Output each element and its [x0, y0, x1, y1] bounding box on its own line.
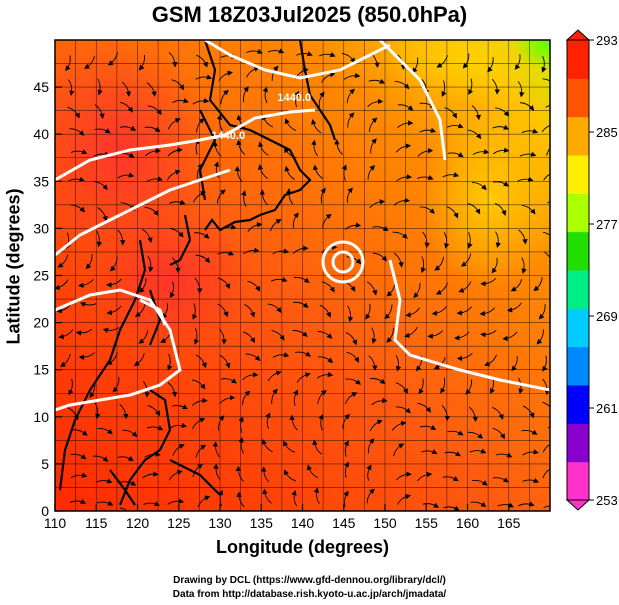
x-tick-label: 110 [44, 515, 67, 531]
x-tick-label: 165 [497, 515, 521, 531]
x-tick-label: 160 [456, 515, 480, 531]
colorbar-swatch [567, 423, 589, 463]
contour-label: 1440.0 [277, 92, 311, 104]
y-axis-label: Latitude (degrees) [3, 188, 24, 345]
colorbar-tick-label: 261 [596, 401, 618, 416]
contour-labels: 1440.0 1440.0 [211, 92, 311, 142]
colorbar-tick-label: 253 [596, 493, 618, 508]
y-tick-label: 5 [41, 456, 49, 472]
colorbar: 253 261 269 277 285 293 [565, 29, 618, 511]
y-tick-label: 30 [33, 220, 49, 236]
x-tick-label: 145 [332, 515, 356, 531]
x-tick-label: 140 [291, 515, 315, 531]
y-tick-label: 15 [33, 362, 49, 378]
y-tick-label: 35 [33, 173, 49, 189]
x-tick-label: 120 [126, 515, 150, 531]
colorbar-swatch [567, 78, 589, 118]
y-tick-label: 20 [33, 315, 49, 331]
x-tick-label: 155 [415, 515, 439, 531]
x-tick-label: 135 [250, 515, 274, 531]
colorbar-swatch [567, 231, 589, 271]
coastlines [58, 40, 337, 506]
colorbar-swatch [567, 40, 589, 79]
x-tick-label: 130 [208, 515, 232, 531]
y-tick-label: 40 [33, 126, 49, 142]
y-tick-label: 0 [41, 503, 49, 519]
x-axis-ticks: 110 115 120 125 130 135 140 145 150 155 160 165 [44, 504, 521, 531]
x-tick-label: 150 [373, 515, 397, 531]
colorbar-tick-label: 277 [596, 217, 618, 232]
colorbar-swatch [567, 193, 589, 233]
x-tick-label: 125 [167, 515, 191, 531]
y-tick-label: 25 [33, 268, 49, 284]
temperature-field: 1440.0 1440.0 [55, 40, 550, 511]
colorbar-swatch [567, 155, 589, 194]
colorbar-tick-label: 269 [596, 309, 618, 324]
colorbar-swatch [567, 116, 589, 156]
colorbar-swatch [567, 270, 589, 309]
colorbar-swatch [567, 461, 589, 501]
colorbar-tick-label: 285 [596, 125, 618, 140]
colorbar-swatch [567, 385, 589, 424]
x-tick-label: 115 [85, 515, 108, 531]
colorbar-swatch [567, 308, 589, 348]
y-axis-ticks: 0 5 10 15 20 25 30 35 40 45 [33, 79, 62, 519]
height-contours [55, 40, 550, 412]
x-axis-label: Longitude (degrees) [215, 537, 389, 557]
colorbar-swatch [567, 346, 589, 386]
credit-data-source: Data from http://database.rish.kyoto-u.a… [172, 589, 447, 600]
y-tick-label: 10 [33, 409, 49, 425]
y-tick-label: 45 [33, 79, 49, 95]
map-title: GSM 18Z03Jul2025 (850.0hPa) [151, 2, 468, 27]
colorbar-tick-label: 293 [596, 33, 618, 48]
contour-label: 1440.0 [211, 130, 245, 142]
credit-drawing: Drawing by DCL (https://www.gfd-dennou.o… [173, 575, 446, 586]
